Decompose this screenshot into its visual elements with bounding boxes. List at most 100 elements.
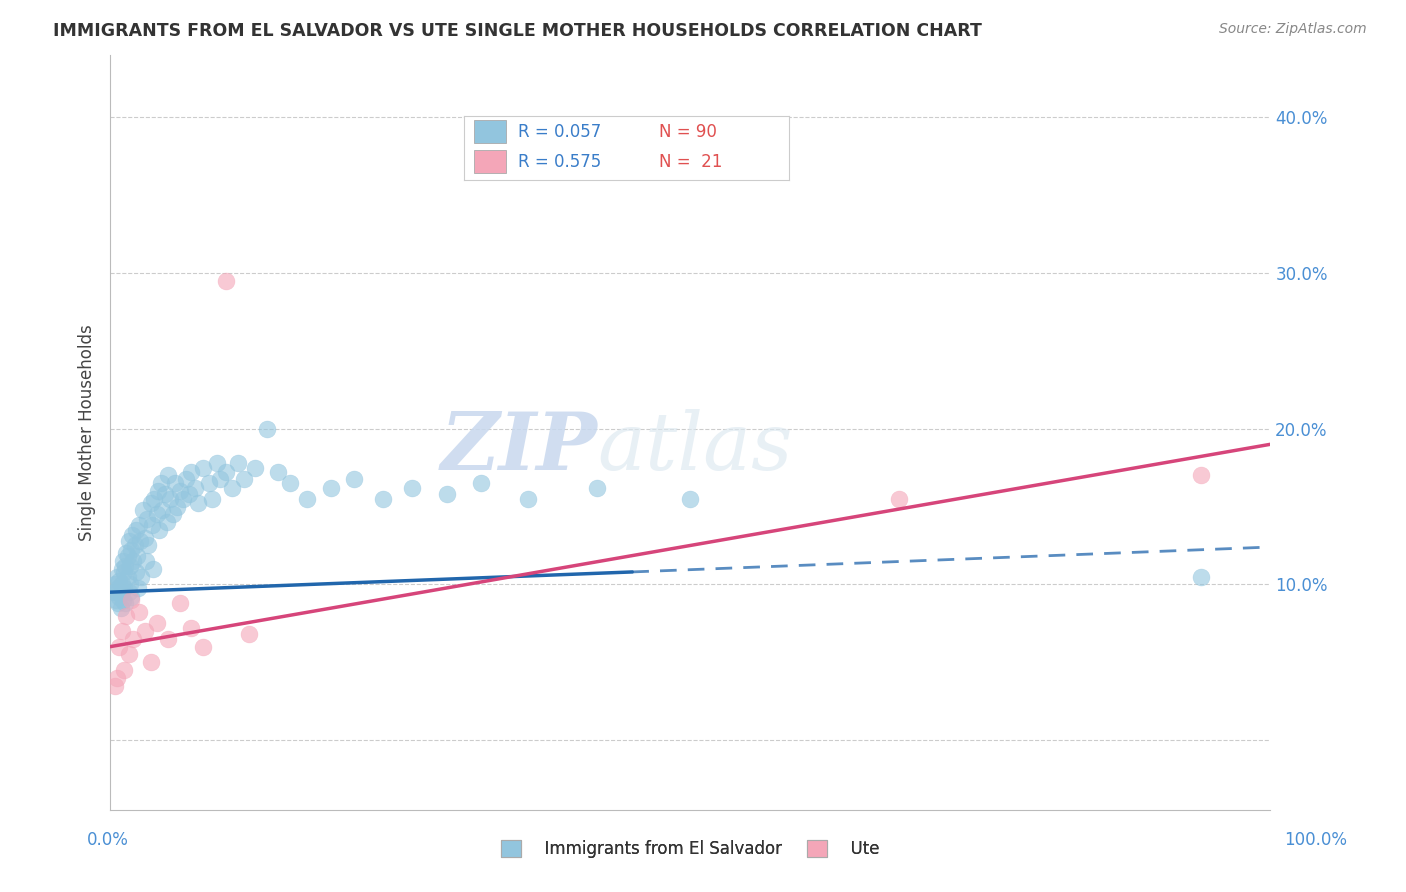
Point — [146, 483, 169, 498]
Point — [162, 508, 184, 522]
Point — [112, 565, 135, 579]
Text: IMMIGRANTS FROM EL SALVADOR VS UTE SINGLE MOTHER HOUSEHOLDS CORRELATION CHART: IMMIGRANTS FROM EL SALVADOR VS UTE SINGL… — [53, 22, 983, 40]
Point — [108, 640, 131, 654]
Point — [127, 581, 149, 595]
Point — [169, 596, 191, 610]
Point — [118, 558, 141, 573]
Point — [114, 596, 136, 610]
Point — [104, 679, 127, 693]
Point — [129, 533, 152, 548]
Point — [169, 483, 191, 498]
Point — [166, 500, 188, 514]
Point — [104, 593, 127, 607]
Point — [131, 569, 153, 583]
Text: atlas: atlas — [598, 409, 793, 486]
Point — [108, 574, 131, 589]
Point — [118, 533, 141, 548]
Y-axis label: Single Mother Households: Single Mother Households — [79, 325, 96, 541]
Point — [111, 624, 134, 638]
Point — [205, 456, 228, 470]
Point — [105, 585, 128, 599]
Point — [138, 539, 160, 553]
Point — [1189, 569, 1212, 583]
Legend:   Immigrants from El Salvador,   Ute: Immigrants from El Salvador, Ute — [501, 840, 880, 858]
Point — [125, 565, 148, 579]
Point — [118, 585, 141, 599]
Point — [117, 549, 139, 564]
Point — [148, 523, 170, 537]
Point — [215, 274, 238, 288]
Point — [111, 585, 134, 599]
Point — [105, 671, 128, 685]
Point — [157, 632, 180, 646]
Point — [586, 481, 609, 495]
Point — [115, 546, 138, 560]
Point — [159, 491, 181, 506]
Point — [150, 476, 173, 491]
Point — [153, 487, 176, 501]
Point — [120, 590, 142, 604]
Point — [112, 581, 135, 595]
Point — [115, 608, 138, 623]
Point — [145, 508, 167, 522]
Point — [111, 593, 134, 607]
Point — [105, 569, 128, 583]
Point — [120, 543, 142, 558]
Point — [319, 481, 342, 495]
Point — [136, 512, 159, 526]
Point — [112, 663, 135, 677]
Point — [243, 460, 266, 475]
Point — [297, 491, 319, 506]
Point — [141, 518, 163, 533]
Point — [887, 491, 910, 506]
Point — [131, 502, 153, 516]
Point — [177, 487, 200, 501]
Point — [201, 491, 224, 506]
Point — [187, 496, 209, 510]
Point — [180, 465, 202, 479]
Point — [191, 460, 214, 475]
Point — [470, 476, 492, 491]
Point — [128, 518, 150, 533]
Point — [118, 648, 141, 662]
Point — [134, 531, 156, 545]
Point — [118, 577, 141, 591]
Point — [165, 476, 187, 491]
Point — [343, 471, 366, 485]
Point — [139, 496, 162, 510]
Point — [679, 491, 702, 506]
Point — [103, 585, 125, 599]
Text: Source: ZipAtlas.com: Source: ZipAtlas.com — [1219, 22, 1367, 37]
Point — [226, 456, 249, 470]
Point — [1189, 468, 1212, 483]
Point — [110, 600, 132, 615]
Point — [143, 491, 166, 506]
Point — [111, 554, 134, 568]
Point — [121, 527, 143, 541]
Point — [107, 596, 129, 610]
Point — [135, 554, 157, 568]
Point — [156, 515, 179, 529]
Point — [120, 593, 142, 607]
Point — [157, 468, 180, 483]
Text: 0.0%: 0.0% — [87, 831, 129, 849]
Point — [371, 491, 394, 506]
Point — [256, 422, 278, 436]
Point — [209, 471, 232, 485]
Point — [174, 471, 197, 485]
Point — [134, 624, 156, 638]
Point — [111, 562, 134, 576]
Point — [401, 481, 423, 495]
Point — [191, 640, 214, 654]
Point — [122, 632, 145, 646]
Point — [516, 491, 538, 506]
Point — [125, 549, 148, 564]
Point — [221, 481, 243, 495]
Point — [104, 577, 127, 591]
Point — [124, 539, 146, 553]
Point — [111, 577, 134, 591]
Point — [232, 471, 254, 485]
Point — [145, 616, 167, 631]
Point — [142, 562, 165, 576]
Point — [125, 523, 148, 537]
